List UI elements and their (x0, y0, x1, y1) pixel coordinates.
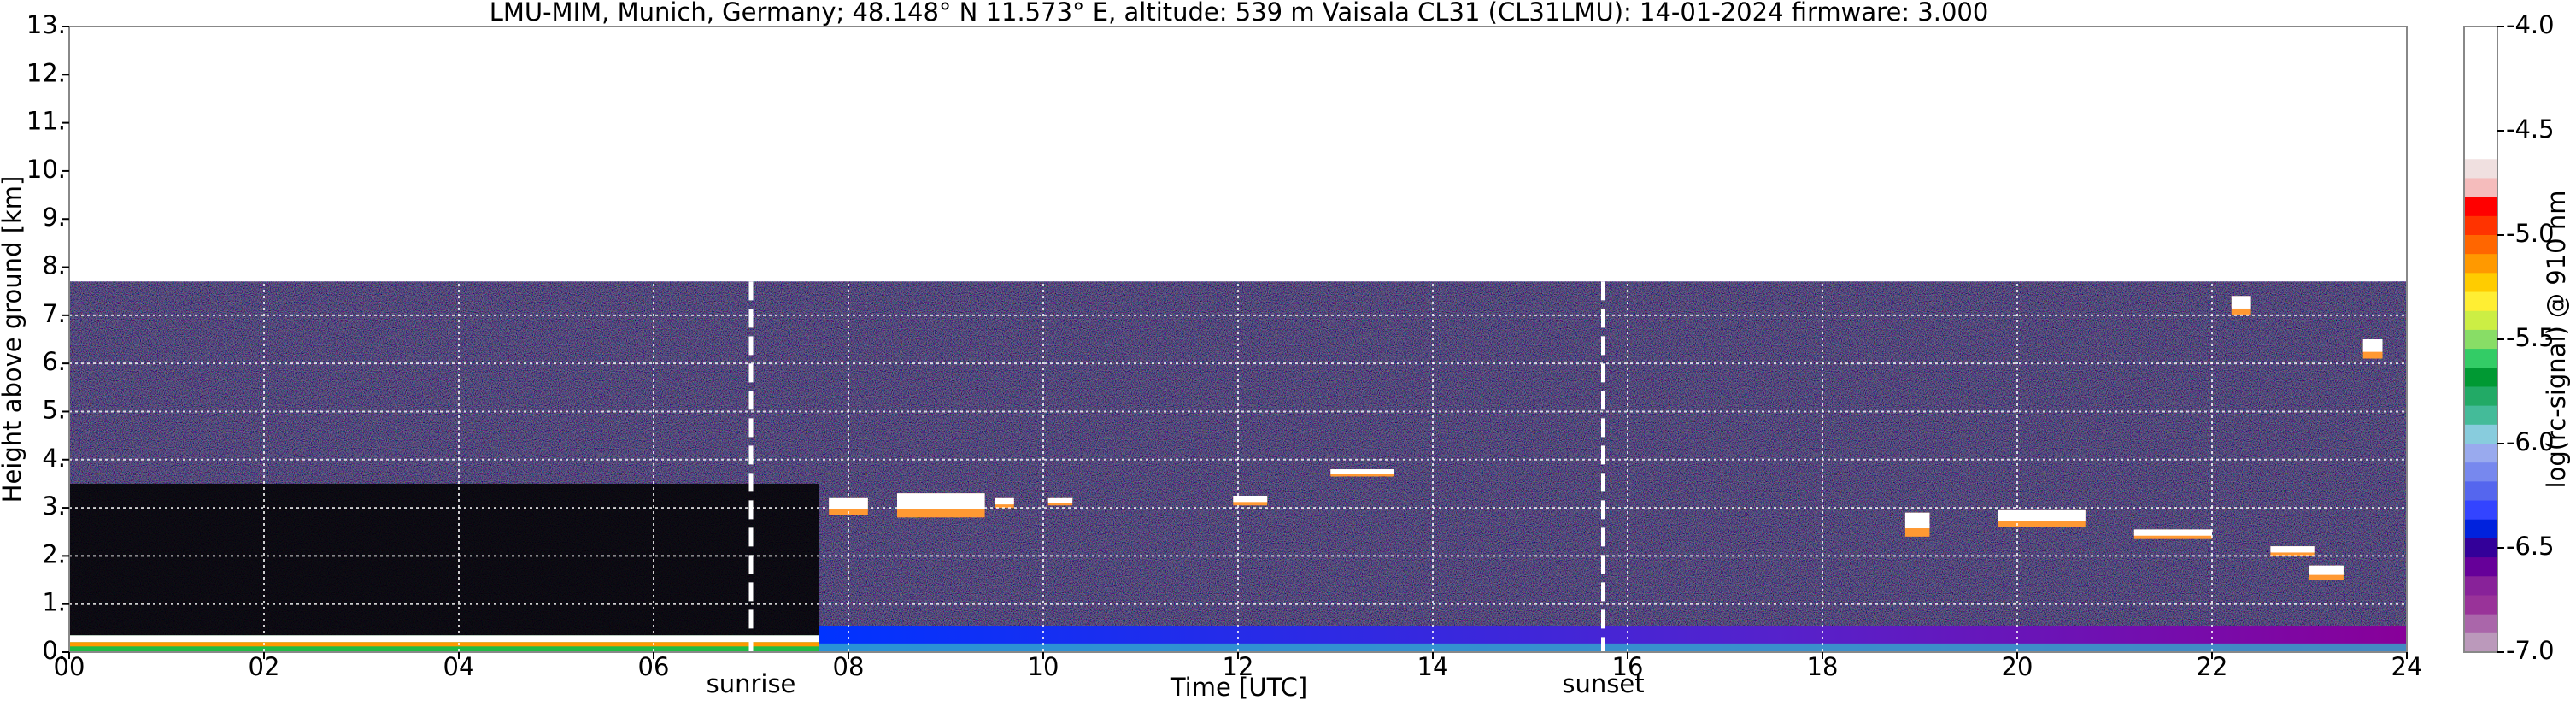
colorbar-segment (2464, 235, 2497, 255)
y-tick-label: 2. (42, 539, 66, 568)
x-tick-label: 00 (54, 652, 85, 681)
colorbar-segment (2464, 45, 2497, 65)
colorbar-segment (2464, 481, 2497, 502)
colorbar-segment (2464, 159, 2497, 179)
colorbar-segment (2464, 368, 2497, 388)
x-tick-label: 24 (2391, 652, 2423, 681)
event-label: sunset (1562, 669, 1644, 698)
colorbar-tick-label: -6.5 (2506, 532, 2555, 561)
cloud (2133, 529, 2212, 536)
colorbar-segment (2464, 500, 2497, 521)
colorbar-segment (2464, 405, 2497, 426)
colorbar-segment (2464, 614, 2497, 634)
x-tick-label: 08 (833, 652, 865, 681)
colorbar-segment (2464, 349, 2497, 368)
x-tick-label: 14 (1417, 652, 1449, 681)
colorbar-segment (2464, 121, 2497, 141)
colorbar-segment (2464, 83, 2497, 103)
x-tick-label: 12 (1223, 652, 1254, 681)
surface-left-mid (69, 642, 819, 647)
colorbar-segment (2464, 26, 2497, 46)
colorbar-tick-label: -6.0 (2506, 427, 2555, 456)
x-tick-label: 10 (1028, 652, 1059, 681)
x-axis-label: Time [UTC] (1170, 673, 1307, 702)
colorbar-segment (2464, 291, 2497, 312)
colorbar-segment (2464, 595, 2497, 615)
colorbar-segment (2464, 310, 2497, 331)
night-block (69, 483, 819, 638)
cloud (2231, 296, 2251, 309)
y-tick-label: 7. (42, 299, 66, 328)
y-tick-label: 6. (42, 347, 66, 376)
x-tick-label: 22 (2197, 652, 2228, 681)
y-tick-label: 12. (26, 58, 66, 87)
cloud (1904, 512, 1930, 529)
cloud (1047, 497, 1073, 503)
colorbar-segment (2464, 215, 2497, 236)
y-axis-label: Height above ground [km] (0, 176, 26, 503)
colorbar-tick-label: -4.5 (2506, 115, 2555, 144)
colorbar-segment (2464, 557, 2497, 577)
colorbar-segment (2464, 462, 2497, 482)
x-tick-label: 06 (638, 652, 670, 681)
colorbar-segment (2464, 64, 2497, 85)
cloud (2309, 565, 2344, 575)
colorbar-segment (2464, 102, 2497, 122)
colorbar-segment (2464, 576, 2497, 597)
colorbar-segment (2464, 254, 2497, 274)
y-tick-label: 11. (26, 107, 66, 136)
surface-left-top (69, 635, 819, 643)
y-tick-label: 1. (42, 588, 66, 617)
colorbar-segment (2464, 329, 2497, 350)
event-label: sunrise (707, 669, 796, 698)
colorbar-segment (2464, 178, 2497, 198)
y-tick-label: 3. (42, 491, 66, 521)
y-tick-label: 10. (26, 155, 66, 184)
colorbar-tick-label: -5.5 (2506, 323, 2555, 352)
colorbar-segment (2464, 632, 2497, 653)
y-tick-label: 8. (42, 251, 66, 280)
x-tick-label: 16 (1612, 652, 1644, 681)
colorbar-segment (2464, 444, 2497, 463)
chart-title: LMU-MIM, Munich, Germany; 48.148° N 11.5… (490, 0, 1989, 26)
colorbar-segment (2464, 273, 2497, 293)
cloud (1330, 469, 1394, 474)
colorbar-segment (2464, 197, 2497, 217)
surface-right-base (819, 643, 2407, 652)
x-tick-label: 20 (2002, 652, 2033, 681)
plot-area (68, 26, 2408, 653)
y-tick-label: 0. (42, 636, 66, 665)
colorbar-label: log(rc-signal) @ 910 nm (2542, 191, 2571, 489)
cloud (2362, 339, 2383, 352)
colorbar-segment (2464, 538, 2497, 558)
cloud (1233, 496, 1268, 503)
x-tick-label: 02 (249, 652, 280, 681)
cloud (2270, 546, 2315, 553)
colorbar-tick-label: -5.0 (2506, 219, 2555, 248)
colorbar-segment (2464, 519, 2497, 539)
colorbar-tick-label: -7.0 (2506, 636, 2555, 665)
x-tick-label: 18 (1807, 652, 1839, 681)
colorbar-segment (2464, 424, 2497, 444)
cloud (897, 493, 985, 509)
cloud (995, 497, 1014, 505)
colorbar-segment (2464, 140, 2497, 160)
cloud (1998, 509, 2086, 521)
y-tick-label: 9. (42, 203, 66, 232)
y-tick-label: 4. (42, 444, 66, 473)
colorbar-tick-label: -4.0 (2506, 10, 2555, 39)
cloud (829, 497, 868, 509)
y-tick-label: 13. (26, 10, 66, 39)
y-tick-label: 5. (42, 395, 66, 424)
colorbar-segment (2464, 386, 2497, 407)
x-tick-label: 04 (443, 652, 475, 681)
